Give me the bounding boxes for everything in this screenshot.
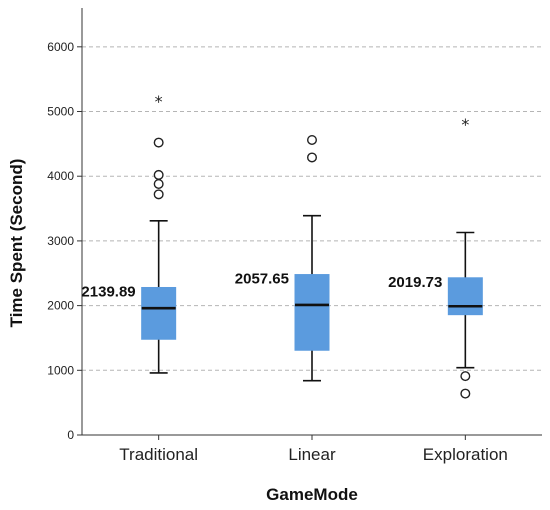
outlier-linear-1 xyxy=(307,134,318,145)
outlier-traditional-1 xyxy=(153,178,164,189)
box-exploration xyxy=(447,277,483,316)
outlier-exploration-1 xyxy=(460,371,471,382)
box-traditional xyxy=(141,286,177,340)
x-tick-label-exploration: Exploration xyxy=(423,445,508,464)
outlier-traditional-0 xyxy=(153,189,164,200)
data-label-traditional: 2139.89 xyxy=(81,283,135,300)
box-linear xyxy=(294,274,330,351)
outlier-linear-0 xyxy=(307,152,318,163)
x-tick-label-traditional: Traditional xyxy=(119,445,198,464)
extreme-marker-exploration-0: * xyxy=(461,115,469,134)
y-tick-label-5000: 5000 xyxy=(47,105,74,119)
outlier-traditional-3 xyxy=(153,137,164,148)
x-tick-label-linear: Linear xyxy=(288,445,336,464)
y-tick-label-1000: 1000 xyxy=(47,363,74,377)
y-tick-label-2000: 2000 xyxy=(47,299,74,313)
y-tick-label-0: 0 xyxy=(67,428,74,442)
data-label-exploration: 2019.73 xyxy=(388,274,442,291)
labels: 2139.89 2057.65 2019.73 xyxy=(81,271,442,301)
outlier-exploration-0 xyxy=(460,388,471,399)
x-axis-title: GameMode xyxy=(266,485,358,504)
outlier-traditional-2 xyxy=(153,169,164,180)
axes: 0 1000 2000 3000 4000 5000 6000 Traditional Line… xyxy=(47,8,542,464)
extreme-marker-traditional-0: * xyxy=(155,92,163,111)
y-tick-label-3000: 3000 xyxy=(47,234,74,248)
boxes: ** xyxy=(141,92,483,399)
y-tick-label-6000: 6000 xyxy=(47,40,74,54)
y-tick-label-4000: 4000 xyxy=(47,169,74,183)
data-label-linear: 2057.65 xyxy=(235,271,289,288)
y-axis-title: Time Spent (Second) xyxy=(7,159,26,328)
